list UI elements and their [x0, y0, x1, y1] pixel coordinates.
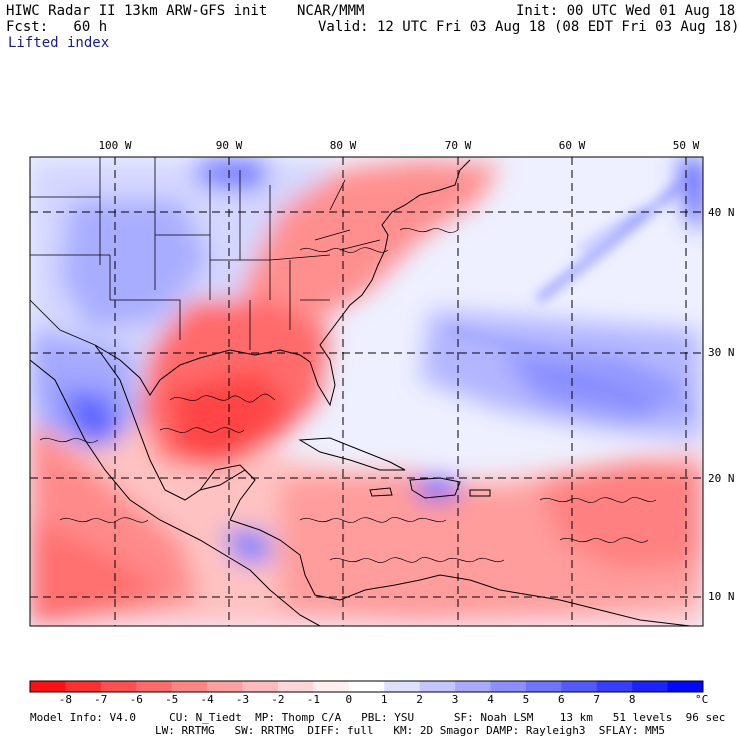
colorbar-swatch	[596, 681, 633, 692]
colorbar-tick-label: -7	[94, 693, 108, 706]
forecast-hour: Fcst: 60 h	[6, 19, 108, 35]
lon-label-60w: 60 W	[558, 139, 586, 152]
colorbar-tick-label: -1	[306, 693, 321, 706]
lat-label-10n: 10 N	[708, 590, 735, 603]
colorbar-swatch	[277, 681, 314, 692]
atlantic-streaks	[447, 182, 693, 413]
political-borders	[30, 157, 381, 350]
colorbar-swatch	[525, 681, 562, 692]
colorbar-tick-label: -3	[235, 693, 250, 706]
colorbar-tick-label: 5	[522, 693, 530, 706]
colorbar-swatch	[348, 681, 385, 692]
lat-lon-grid	[30, 157, 703, 626]
colorbar-tick-label: -2	[271, 693, 285, 706]
field-name: Lifted index	[8, 35, 110, 51]
colorbar-tick-label: 3	[451, 693, 459, 706]
colorbar-swatch	[561, 681, 598, 692]
colorbar-swatch	[490, 681, 527, 692]
init-time: Init: 00 UTC Wed 01 Aug 18	[516, 3, 736, 19]
lifted-index-field	[30, 160, 703, 626]
lon-label-100w: 100 W	[98, 139, 132, 152]
colorbar-swatch	[242, 681, 279, 692]
colorbar-swatch	[384, 681, 421, 692]
colorbar-tick-label: 8	[628, 693, 636, 706]
lat-label-20n: 20 N	[708, 472, 735, 485]
colorbar-swatch	[632, 681, 669, 692]
valid-time: Valid: 12 UTC Fri 03 Aug 18 (08 EDT Fri …	[318, 19, 740, 35]
colorbar-swatch	[136, 681, 173, 692]
organization-label: NCAR/MMM	[297, 3, 365, 19]
colorbar-swatch	[313, 681, 350, 692]
colorbar-frame	[29, 680, 704, 693]
lon-label-80w: 80 W	[329, 139, 357, 152]
lat-label-40n: 40 N	[708, 206, 735, 219]
map-frame	[29, 156, 704, 627]
colorbar-tick-label: 4	[487, 693, 494, 706]
colorbar-tick-label: 7	[593, 693, 600, 706]
lon-label-90w: 90 W	[215, 139, 243, 152]
colorbar-tick-label: -4	[200, 693, 214, 706]
colorbar-tick-label: -6	[129, 693, 143, 706]
colorbar-swatch	[419, 681, 456, 692]
colorbar-swatch	[100, 681, 137, 692]
lon-label-70w: 70 W	[444, 139, 472, 152]
colorbar-swatch	[207, 681, 244, 692]
colorbar-swatch	[171, 681, 208, 692]
model-title: HIWC Radar II 13km ARW-GFS init	[6, 3, 268, 19]
lon-label-50w: 50 W	[672, 139, 700, 152]
colorbar-swatch	[667, 681, 704, 692]
colorbar-tick-label: 6	[557, 693, 565, 706]
model-info-line2: LW: RRTMG SW: RRTMG DIFF: full KM: 2D Sm…	[155, 724, 665, 737]
colorbar-swatch	[455, 681, 491, 692]
colorbar	[29, 680, 704, 693]
colorbar-swatch	[30, 681, 66, 692]
colorbar-tick-label: -5	[165, 693, 179, 706]
coastlines	[30, 159, 691, 626]
colorbar-unit: °C	[695, 693, 709, 706]
contour-lines	[39, 227, 657, 563]
colorbar-tick-label: 1	[380, 693, 388, 706]
colorbar-tick-label: -8	[58, 693, 73, 706]
colorbar-tick-label: 2	[416, 693, 423, 706]
lat-label-30n: 30 N	[708, 346, 735, 359]
colorbar-swatch	[65, 681, 102, 692]
model-info-line1: Model Info: V4.0 CU: N_Tiedt MP: Thomp C…	[30, 711, 726, 724]
colorbar-tick-label: 0	[345, 693, 353, 706]
